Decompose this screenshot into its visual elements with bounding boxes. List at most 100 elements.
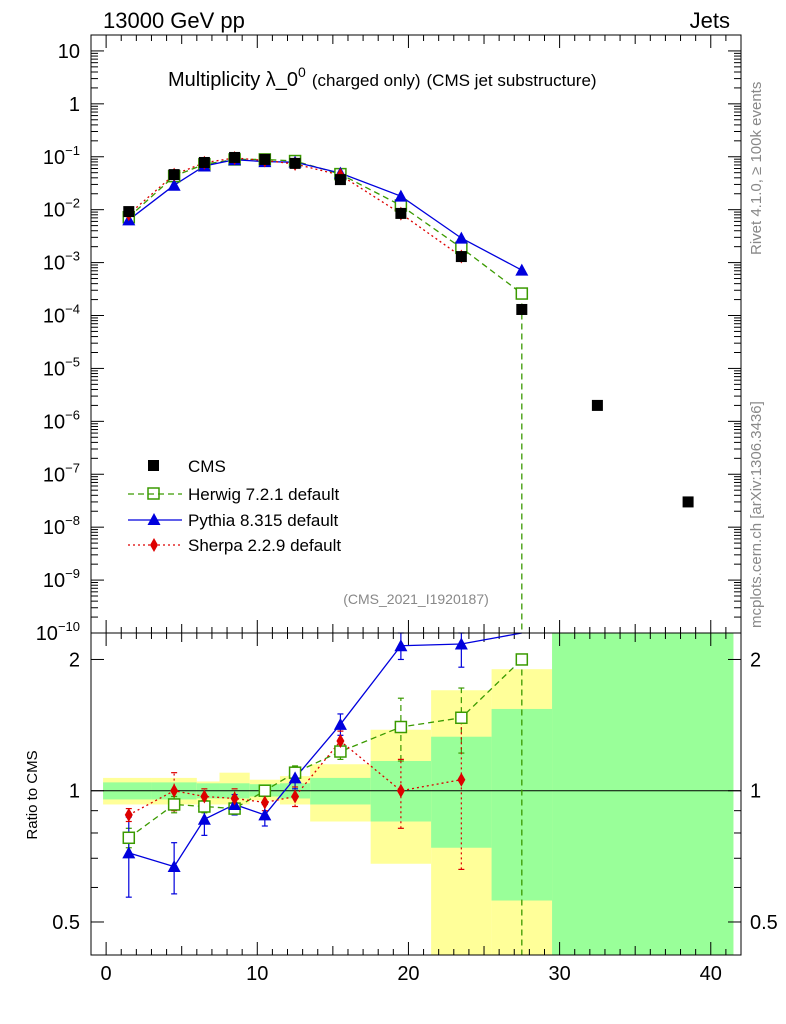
ratio-point-1 bbox=[454, 637, 468, 650]
ratio-point-0 bbox=[515, 653, 529, 666]
ratio-bands bbox=[103, 633, 734, 955]
ratio-y-tick-label-left: 1 bbox=[69, 781, 80, 803]
x-tick-label: 40 bbox=[700, 963, 722, 985]
ratio-series-line-0 bbox=[128, 658, 523, 839]
main-y-tick-exponent: −8 bbox=[65, 513, 80, 528]
ratio-series-layer bbox=[122, 632, 529, 955]
ratio-point-0 bbox=[455, 711, 468, 725]
main-y-tick-exponent: −4 bbox=[65, 302, 80, 317]
title-superscript: 0 bbox=[298, 64, 306, 80]
main-series-line-0 bbox=[128, 158, 523, 295]
legend-marker-herwig bbox=[147, 487, 160, 500]
ratio-point-2 bbox=[230, 791, 239, 806]
side-label-bottom: mcplots.cern.ch [arXiv:1306.3436] bbox=[748, 401, 765, 628]
ratio-point-1 bbox=[394, 639, 408, 652]
cms-data-point bbox=[168, 169, 180, 181]
cms-data-point bbox=[516, 303, 528, 315]
main-y-tick-label: 10−3 bbox=[43, 249, 80, 275]
header-left: 13000 GeV pp bbox=[103, 8, 245, 33]
main-y-tick-label: 10−9 bbox=[43, 566, 80, 592]
main-y-tick-label: 10−8 bbox=[43, 513, 80, 539]
main-series-line-1 bbox=[128, 159, 523, 271]
legend-marker-cms bbox=[148, 460, 159, 471]
main-y-tick-base: 10 bbox=[43, 253, 65, 275]
cms-data-point bbox=[455, 251, 467, 263]
main-y-tick-base: 10 bbox=[43, 517, 65, 539]
cms-data-point bbox=[395, 207, 407, 219]
ratio-point-0 bbox=[122, 831, 136, 845]
main-y-tick-exponent: −10 bbox=[58, 619, 80, 634]
ratio-point-1 bbox=[288, 771, 302, 784]
ratio-point-2 bbox=[457, 772, 466, 787]
main-y-tick-base: 1 bbox=[69, 94, 80, 116]
title-suffix-1: (charged only) bbox=[312, 71, 421, 90]
main-y-tick-base: 10 bbox=[43, 147, 65, 169]
main-y-tick-base: 10 bbox=[43, 358, 65, 380]
legend-label-sherpa: Sherpa 2.2.9 default bbox=[188, 536, 341, 555]
side-label-top: Rivet 4.1.0, ≥ 100k events bbox=[748, 82, 765, 255]
ratio-y-tick-label-right: 2 bbox=[750, 649, 761, 671]
title-suffix-2: (CMS jet substructure) bbox=[427, 71, 597, 90]
ratio-point-0 bbox=[167, 798, 181, 811]
main-y-tick-label: 10−6 bbox=[43, 407, 80, 433]
x-tick-label: 20 bbox=[397, 963, 419, 985]
legend: CMS Herwig 7.2.1 default Pythia 8.315 de… bbox=[128, 457, 341, 555]
main-y-tick-exponent: −6 bbox=[65, 407, 80, 422]
ratio-point-2 bbox=[260, 795, 269, 810]
ratio-series-line-1 bbox=[128, 632, 522, 868]
cms-data-point bbox=[259, 153, 271, 165]
cms-data-point bbox=[289, 157, 301, 169]
legend-label-cms: CMS bbox=[188, 457, 226, 476]
main-point-1 bbox=[454, 231, 468, 244]
x-tick-label: 10 bbox=[246, 963, 268, 985]
cms-data-point bbox=[229, 151, 241, 163]
ratio-point-1 bbox=[122, 846, 136, 859]
uncertainty-band-green bbox=[552, 633, 734, 955]
main-y-tick-base: 10 bbox=[43, 411, 65, 433]
ratio-y-tick-label-right: 1 bbox=[750, 781, 761, 803]
cms-data-point bbox=[198, 156, 210, 168]
analysis-id: (CMS_2021_I1920187) bbox=[343, 591, 489, 607]
title-main: Multiplicity λ_0 bbox=[168, 69, 298, 91]
ratio-point-2 bbox=[124, 807, 133, 822]
ratio-y-tick-label-left: 2 bbox=[69, 649, 80, 671]
main-y-tick-exponent: −1 bbox=[65, 143, 80, 158]
main-y-tick-base: 10 bbox=[36, 623, 58, 645]
main-y-tick-label: 10−7 bbox=[43, 460, 80, 486]
main-axes: 10110−110−210−310−410−510−610−710−810−91… bbox=[36, 34, 741, 645]
main-y-tick-exponent: −2 bbox=[65, 196, 80, 211]
main-point-1 bbox=[167, 178, 181, 191]
cms-data-point bbox=[682, 496, 694, 508]
main-y-tick-base: 10 bbox=[43, 200, 65, 222]
ratio-y-label: Ratio to CMS bbox=[24, 750, 41, 839]
main-series-line-2 bbox=[128, 157, 462, 258]
main-y-tick-exponent: −7 bbox=[65, 460, 80, 475]
legend-label-herwig: Herwig 7.2.1 default bbox=[188, 485, 339, 504]
x-tick-label: 0 bbox=[101, 963, 112, 985]
main-y-tick-label: 10 bbox=[58, 41, 80, 63]
main-y-tick-label: 10−1 bbox=[43, 143, 80, 169]
main-y-tick-exponent: −5 bbox=[65, 354, 80, 369]
cms-data-point bbox=[334, 174, 346, 186]
main-point-0 bbox=[515, 287, 529, 300]
main-y-tick-base: 10 bbox=[43, 464, 65, 486]
ratio-axes: 0 10 20 30 40 0.5 0.5 1 1 2 2 bbox=[52, 633, 778, 985]
main-series-layer bbox=[122, 150, 694, 633]
ratio-point-2 bbox=[170, 783, 179, 798]
main-point-1 bbox=[515, 263, 529, 276]
ratio-point-2 bbox=[396, 783, 405, 798]
legend-label-pythia: Pythia 8.315 default bbox=[188, 511, 339, 530]
ratio-series-line-2 bbox=[128, 740, 462, 816]
cms-data-point bbox=[123, 206, 135, 218]
ratio-point-1 bbox=[333, 717, 347, 730]
main-y-tick-label: 1 bbox=[69, 94, 80, 116]
ratio-point-2 bbox=[200, 789, 209, 804]
main-point-1 bbox=[394, 189, 408, 202]
main-y-tick-base: 10 bbox=[43, 306, 65, 328]
main-y-tick-base: 10 bbox=[43, 570, 65, 592]
main-y-tick-label: 10−5 bbox=[43, 354, 80, 380]
main-y-tick-label: 10−10 bbox=[36, 619, 80, 645]
ratio-point-1 bbox=[167, 860, 181, 873]
cms-data-point bbox=[591, 399, 603, 411]
